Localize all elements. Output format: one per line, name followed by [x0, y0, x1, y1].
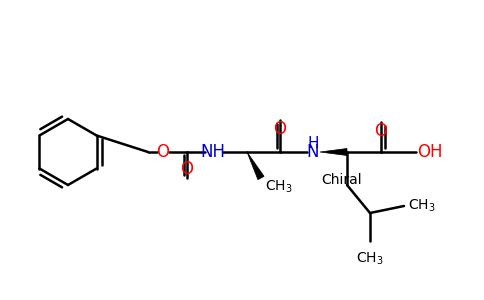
Polygon shape — [247, 152, 264, 180]
Text: O: O — [156, 143, 169, 161]
Text: H: H — [307, 136, 319, 151]
Text: CH$_3$: CH$_3$ — [265, 179, 293, 195]
Text: Chiral: Chiral — [322, 173, 363, 187]
Text: O: O — [375, 122, 388, 140]
Text: O: O — [181, 160, 194, 178]
Text: N: N — [307, 143, 319, 161]
Text: OH: OH — [417, 143, 443, 161]
Text: CH$_3$: CH$_3$ — [408, 198, 436, 214]
Text: CH$_3$: CH$_3$ — [356, 251, 384, 267]
Text: O: O — [273, 120, 287, 138]
Polygon shape — [320, 148, 347, 155]
Text: NH: NH — [200, 143, 226, 161]
